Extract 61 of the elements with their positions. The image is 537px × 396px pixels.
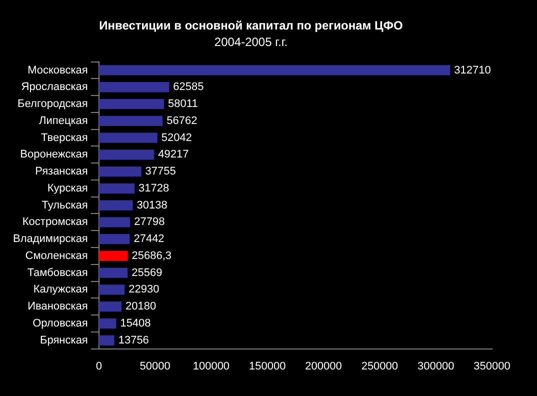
x-tick-label: 150000 bbox=[249, 360, 286, 372]
bar bbox=[98, 132, 158, 143]
y-tick-label: Владимирская bbox=[13, 233, 88, 246]
data-label: 52042 bbox=[161, 132, 192, 144]
y-tick-label: Ивановская bbox=[28, 300, 88, 313]
x-tick-label: 300000 bbox=[417, 360, 454, 372]
x-tick-label: 100000 bbox=[192, 360, 230, 372]
bar bbox=[98, 250, 128, 262]
bar bbox=[98, 234, 130, 244]
y-tick-label: Курская bbox=[47, 182, 88, 194]
data-label: 15408 bbox=[120, 318, 151, 330]
y-tick-label: Белгородская bbox=[18, 98, 88, 110]
data-label: 58011 bbox=[168, 98, 198, 110]
data-label: 22930 bbox=[128, 284, 160, 296]
bar bbox=[98, 200, 133, 210]
y-tick-label: Костромская bbox=[22, 216, 88, 228]
bar bbox=[98, 318, 116, 329]
data-label: 56762 bbox=[166, 114, 198, 127]
bar bbox=[98, 284, 125, 295]
y-tick-label: Рязанская bbox=[35, 166, 88, 178]
x-tick-label: 0 bbox=[96, 360, 102, 372]
data-label: 25686,3 bbox=[132, 250, 172, 262]
bar bbox=[98, 98, 164, 110]
x-tick-label: 50000 bbox=[140, 360, 170, 372]
y-tick-label: Смоленская bbox=[25, 250, 88, 262]
data-label: 20180 bbox=[126, 300, 156, 313]
data-label: 27442 bbox=[134, 233, 164, 246]
y-tick-label: Тамбовская bbox=[27, 266, 88, 279]
x-tick-label: 250000 bbox=[361, 360, 398, 372]
bar bbox=[98, 116, 163, 126]
x-tick-label: 350000 bbox=[474, 360, 510, 372]
data-label: 27798 bbox=[134, 216, 165, 228]
data-label: 37755 bbox=[145, 166, 176, 178]
bar bbox=[98, 166, 142, 177]
bar bbox=[98, 268, 128, 278]
bar bbox=[98, 150, 154, 160]
y-tick-label: Липецкая bbox=[39, 114, 88, 127]
data-label: 30138 bbox=[136, 199, 168, 212]
data-label: 312710 bbox=[454, 64, 491, 76]
bar bbox=[98, 302, 122, 312]
x-tick-label: 200000 bbox=[305, 360, 342, 372]
bar bbox=[98, 217, 130, 228]
y-tick-label: Орловская bbox=[32, 318, 88, 330]
chart-subtitle: 2004-2005 г.г. bbox=[214, 34, 288, 49]
y-tick-label: Тульская bbox=[42, 199, 88, 212]
data-label: 49217 bbox=[158, 148, 189, 161]
y-tick-label: Калужская bbox=[33, 284, 88, 296]
y-tick-label: Ярославская bbox=[21, 81, 88, 94]
data-label: 62585 bbox=[173, 81, 204, 94]
y-tick-label: Воронежская bbox=[20, 148, 88, 161]
y-tick-label: Московская bbox=[28, 64, 88, 76]
bar bbox=[98, 65, 450, 76]
y-tick-label: Тверская bbox=[41, 132, 88, 144]
data-label: 31728 bbox=[138, 182, 170, 194]
chart-title: Инвестиции в основной капитал по регионам ЦФО bbox=[99, 18, 403, 33]
y-tick-label: Брянская bbox=[40, 334, 88, 346]
bar bbox=[98, 183, 135, 194]
data-label: 13756 bbox=[118, 334, 149, 346]
bar bbox=[98, 82, 170, 92]
bar bbox=[98, 335, 114, 346]
data-label: 25569 bbox=[132, 266, 162, 279]
